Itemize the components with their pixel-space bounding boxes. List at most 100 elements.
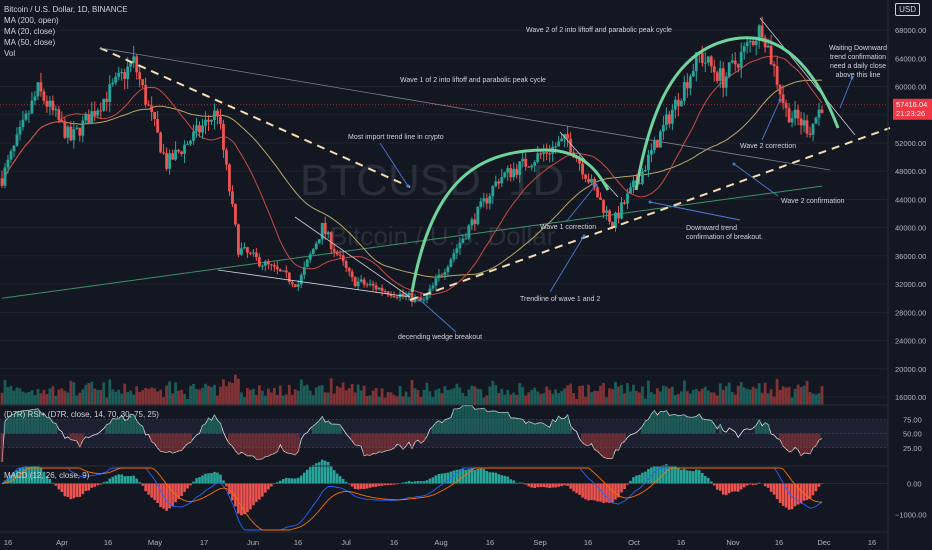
macd-histogram-bar	[249, 483, 252, 510]
volume-bar	[69, 380, 73, 405]
candle-body	[811, 123, 815, 135]
study-ma200[interactable]: MA (200, open)	[4, 16, 59, 25]
candle-body	[290, 281, 294, 285]
candle-body	[611, 221, 614, 228]
macd-histogram-bar	[362, 483, 366, 489]
time-tick: Apr	[56, 538, 68, 547]
volume-bar	[536, 391, 540, 405]
candle	[736, 63, 740, 73]
candle	[727, 62, 731, 78]
candle-body	[452, 253, 456, 260]
candle	[123, 68, 127, 90]
candle-body	[251, 252, 255, 254]
rsi-label[interactable]: (D7R) RSI+ (D7R, close, 14, 70, 30, 75, …	[4, 410, 159, 419]
macd-histogram-bar	[273, 483, 276, 485]
candle	[120, 68, 124, 81]
macd-histogram-bar	[123, 476, 127, 484]
macd-histogram-bar	[3, 480, 7, 484]
annotation-arrow-head	[850, 76, 854, 80]
candle-body	[326, 232, 330, 235]
candle	[629, 183, 632, 194]
candle-body	[33, 96, 37, 101]
candle-body	[9, 151, 13, 160]
candle-body	[512, 169, 516, 178]
candle-body	[42, 91, 46, 101]
macd-histogram-bar	[153, 483, 156, 500]
currency-badge[interactable]: USD	[895, 3, 920, 16]
volume-bar	[3, 380, 7, 405]
candle-body	[63, 120, 67, 138]
candle	[799, 111, 803, 135]
candle-body	[359, 279, 363, 282]
candle	[117, 66, 121, 81]
volume-bar	[727, 382, 731, 405]
volume-bar	[66, 392, 70, 405]
annotation-arrow-head	[648, 200, 652, 204]
volume-bar	[302, 385, 306, 405]
candle	[326, 230, 330, 239]
macd-histogram-bar	[793, 483, 797, 507]
macd-label[interactable]: MACD (12, 26, close, 9)	[4, 471, 90, 480]
macd-histogram-bar	[359, 483, 363, 489]
candle-body	[69, 126, 73, 141]
annotation-text: Wave 2 correction	[740, 143, 796, 150]
macd-histogram-bar	[742, 483, 746, 488]
study-volume[interactable]: Vol	[4, 49, 16, 58]
volume-bar	[129, 390, 133, 405]
volume-bar	[78, 392, 82, 405]
candle-body	[207, 119, 210, 122]
macd-histogram-bar	[404, 481, 408, 484]
candle	[566, 126, 570, 148]
macd-histogram-bar	[36, 465, 40, 484]
volume-bar	[39, 393, 43, 405]
candle-body	[395, 296, 399, 298]
candle-body	[246, 247, 249, 253]
study-ma20[interactable]: MA (20, close)	[4, 27, 56, 36]
candle-body	[817, 109, 821, 118]
macd-histogram-bar	[156, 483, 159, 503]
candle	[201, 118, 204, 139]
volume-bar	[75, 395, 79, 405]
candle-body	[135, 56, 139, 73]
candle-body	[111, 82, 115, 85]
candle-body	[596, 187, 599, 198]
macd-histogram-bar	[240, 483, 243, 516]
macd-histogram-bar	[126, 476, 129, 484]
volume-bar	[494, 385, 498, 405]
candle	[476, 206, 480, 226]
study-ma50[interactable]: MA (50, close)	[4, 38, 56, 47]
macd-histogram-bar	[395, 483, 399, 485]
candle-body	[263, 261, 267, 266]
macd-histogram-bar	[446, 472, 450, 484]
macd-histogram-bar	[87, 483, 91, 491]
macd-histogram-bar	[39, 467, 43, 484]
candle-body	[302, 267, 306, 275]
volume-bar	[664, 386, 668, 405]
candle-body	[485, 198, 489, 204]
macd-histogram-bar	[252, 483, 255, 506]
macd-histogram-bar	[524, 483, 528, 485]
candle-body	[434, 278, 438, 286]
macd-histogram-bar	[644, 471, 647, 484]
candle	[661, 115, 665, 140]
volume-bar	[338, 387, 342, 405]
volume-bar	[721, 389, 725, 405]
candle-body	[718, 68, 722, 81]
candle	[305, 258, 309, 268]
macd-histogram-bar	[165, 483, 168, 511]
candle	[347, 266, 351, 277]
candle-body	[518, 161, 522, 175]
volume-bar	[108, 379, 112, 405]
candle	[461, 234, 465, 244]
symbol-title[interactable]: Bitcoin / U.S. Dollar, 1D, BINANCE	[4, 5, 128, 14]
candle	[623, 200, 626, 205]
volume-bar	[766, 393, 770, 405]
macd-histogram-bar	[668, 466, 671, 484]
volume-bar	[554, 389, 558, 405]
candle-body	[210, 119, 213, 122]
candle	[290, 280, 294, 288]
candle	[204, 111, 207, 134]
macd-histogram-bar	[566, 483, 569, 486]
candle-body	[350, 271, 354, 278]
